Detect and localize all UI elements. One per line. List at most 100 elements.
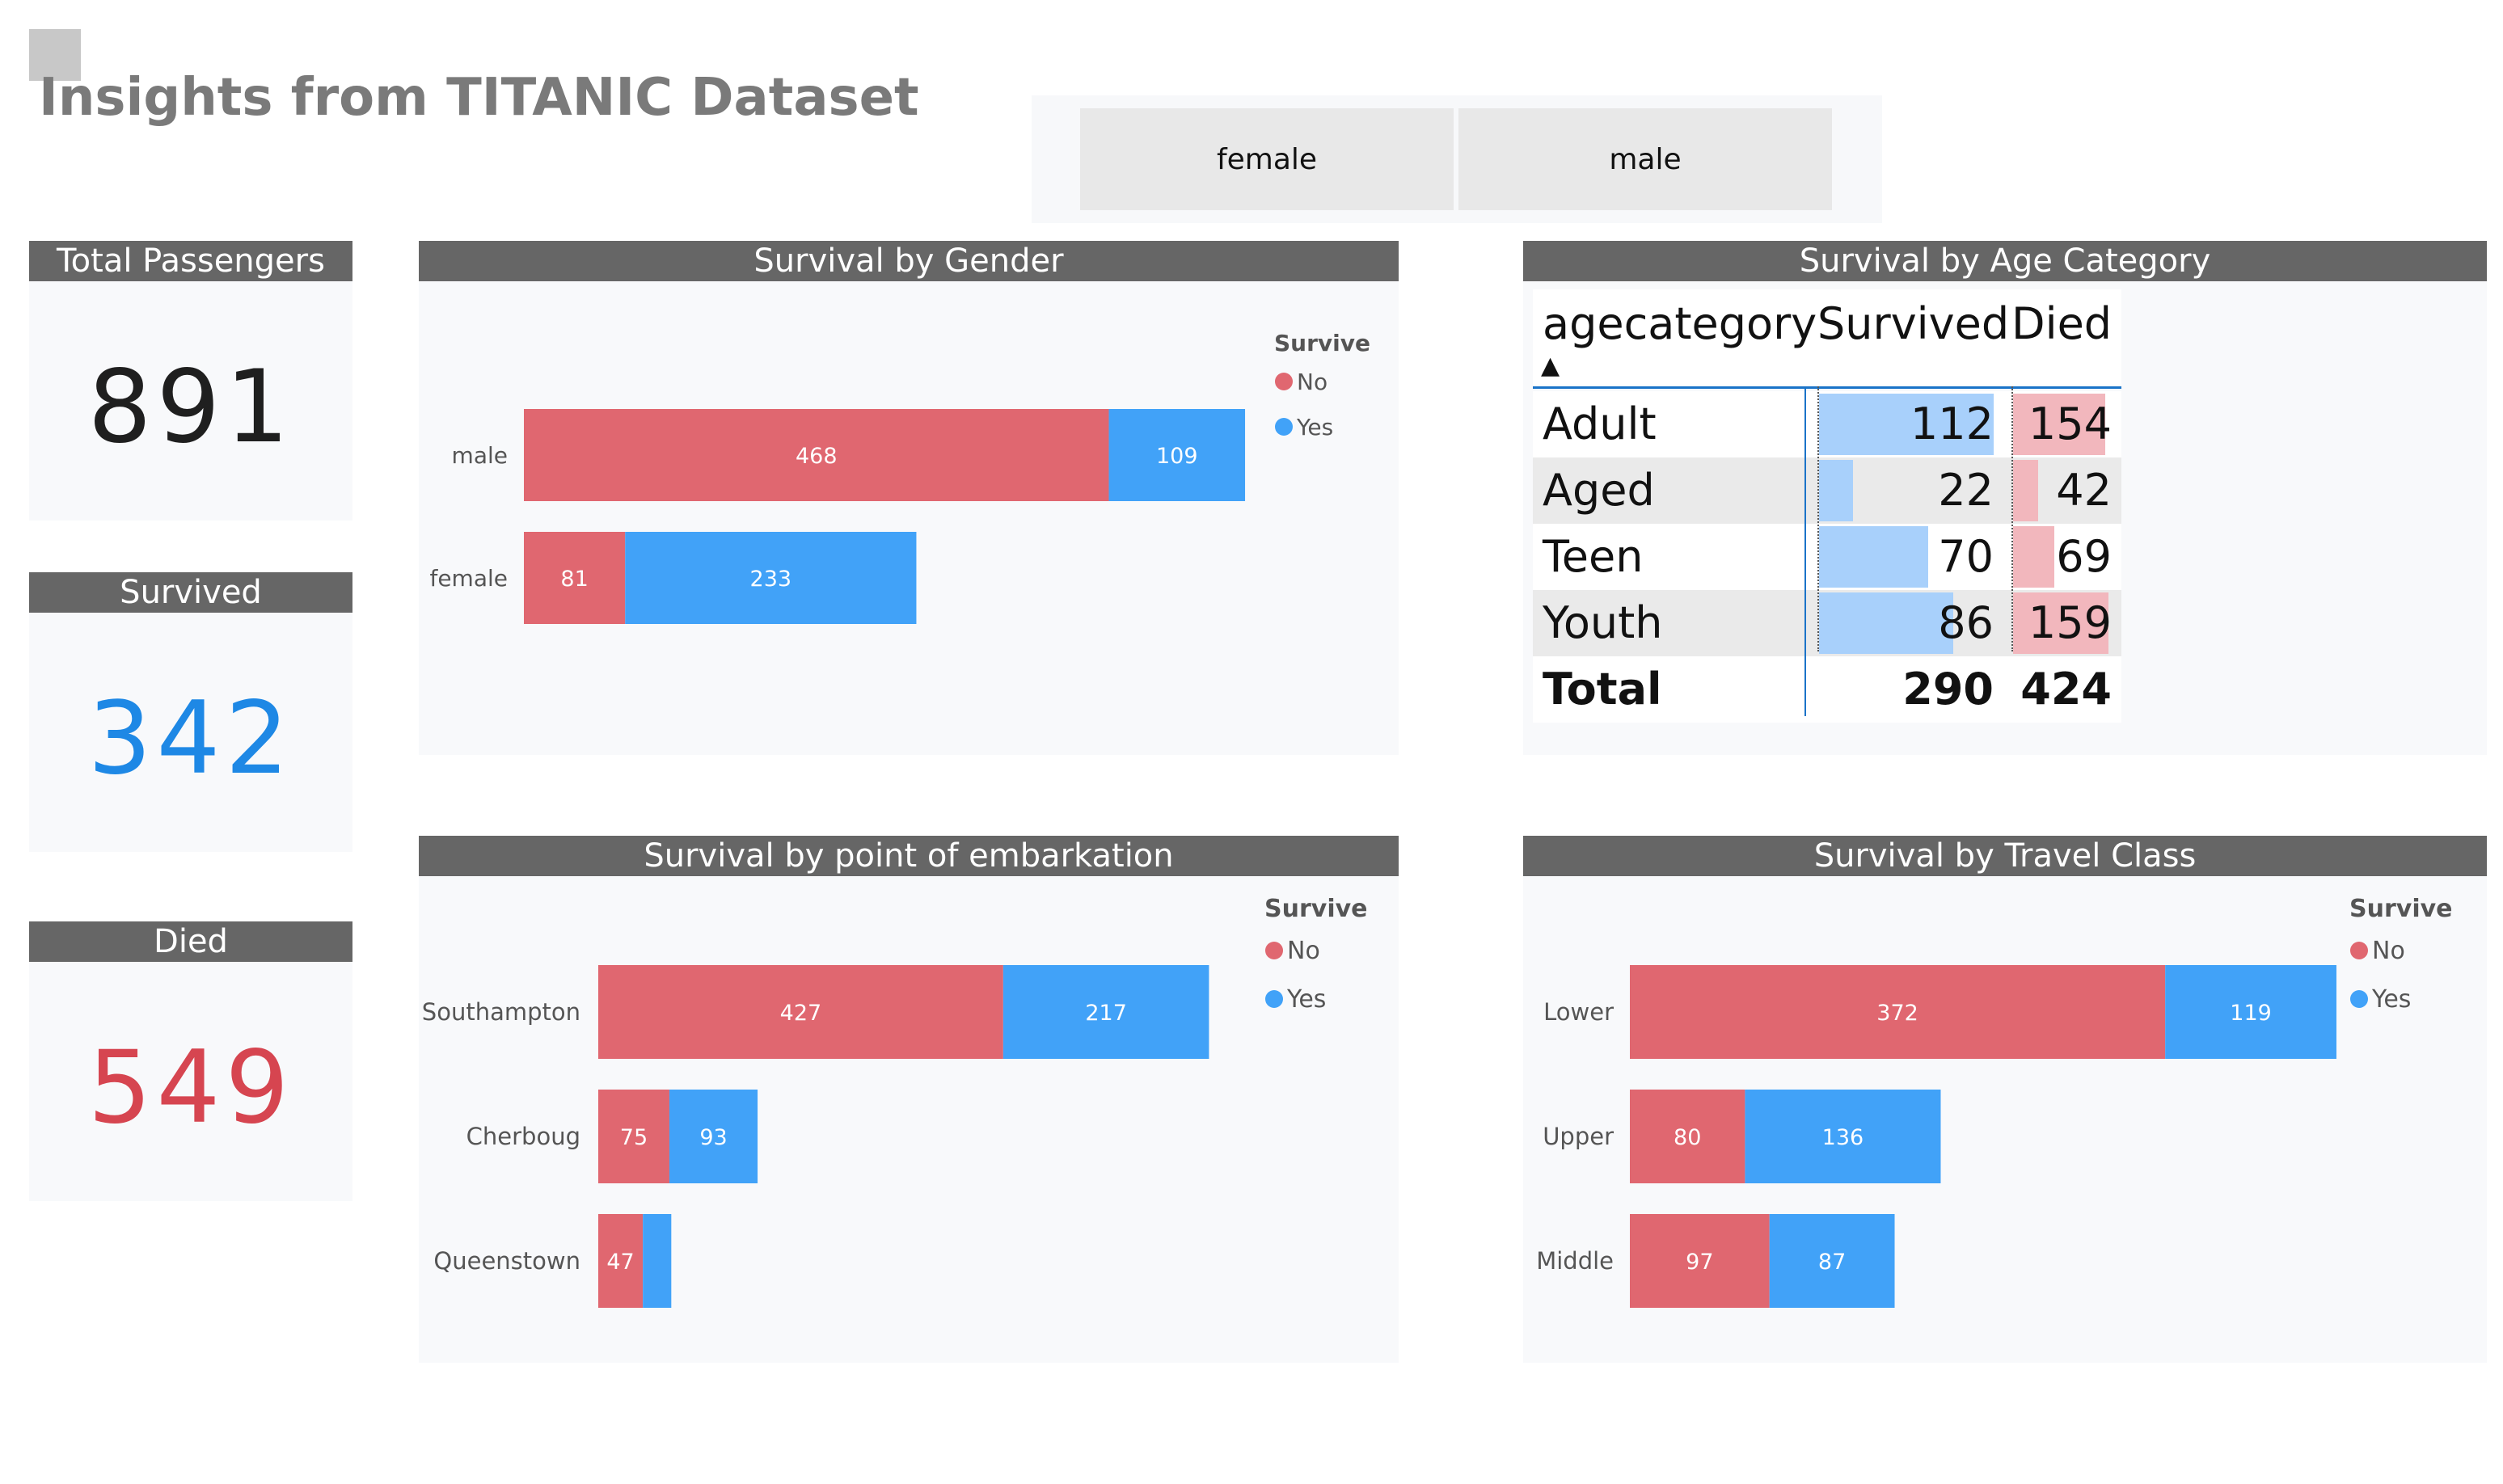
data-label-yes-male: 109 [1156, 444, 1198, 469]
legend-entry-yes[interactable]: Yes [1296, 414, 1333, 441]
died-value-youth: 159 [2028, 597, 2112, 648]
category-label-middle: Middle [1536, 1247, 1614, 1275]
legend-entry-no[interactable]: No [2372, 937, 2405, 965]
total-survived: 290 [1902, 664, 1994, 715]
age-category-adult: Adult [1543, 398, 1657, 449]
data-label-yes-middle: 87 [1818, 1250, 1846, 1275]
data-label-no-upper: 80 [1674, 1125, 1701, 1150]
legend-title: Survive [2349, 895, 2453, 923]
kpi-value-survived: 342 [87, 681, 294, 797]
kpi-value-died: 549 [87, 1030, 294, 1146]
data-label-yes-female: 233 [750, 567, 792, 592]
bar-no-southampton[interactable] [598, 965, 1003, 1059]
bar-no-lower[interactable] [1630, 965, 2166, 1059]
bar-no-queenstown[interactable] [598, 1214, 644, 1308]
bar-yes-queenstown[interactable] [643, 1214, 672, 1308]
gender-chart-panel: Survival by Gender male 468 109 female 81 233… [419, 241, 1399, 755]
bar-yes-middle[interactable] [1769, 1214, 1895, 1308]
died-axis-line [2011, 386, 2013, 651]
bar-no-cherboug[interactable] [598, 1090, 669, 1183]
travel-class-chart-title: Survival by Travel Class [1523, 836, 2487, 876]
slicer-option-female[interactable]: female [1080, 108, 1454, 210]
report-logo-placeholder [29, 29, 81, 81]
legend-swatch-yes [1265, 990, 1283, 1008]
age-table-header [1533, 289, 2121, 385]
kpi-label-total-passengers: Total Passengers [29, 241, 352, 281]
age-table-col-survived[interactable]: Survived [1817, 298, 2010, 349]
data-label-no-female: 81 [560, 567, 588, 592]
bar-yes-cherboug[interactable] [669, 1090, 758, 1183]
bar-yes-female[interactable] [625, 532, 917, 624]
legend-title: Survive [1274, 330, 1370, 356]
survived-databar-teen [1819, 526, 1928, 588]
survived-value-aged: 22 [1938, 465, 1994, 516]
category-label-lower: Lower [1543, 998, 1614, 1026]
bar-no-middle[interactable] [1630, 1214, 1770, 1308]
category-label-male: male [452, 442, 508, 469]
kpi-card-total-passengers: Total Passengers 891 [29, 241, 352, 521]
kpi-card-died: Died 549 [29, 921, 352, 1201]
age-category-youth: Youth [1543, 597, 1663, 648]
age-category-aged: Aged [1543, 465, 1655, 516]
gender-slicer: female male [1032, 95, 1882, 223]
total-died: 424 [2020, 664, 2112, 715]
kpi-card-survived: Survived 342 [29, 572, 352, 852]
category-label-southampton: Southampton [422, 998, 580, 1026]
legend-swatch-yes [1275, 418, 1293, 436]
died-value-teen: 69 [2056, 531, 2112, 582]
bar-yes-upper[interactable] [1745, 1090, 1941, 1183]
bar-yes-male[interactable] [1108, 409, 1246, 501]
legend-entry-yes[interactable]: Yes [2371, 985, 2411, 1014]
data-label-yes-upper: 136 [1822, 1125, 1864, 1150]
bar-no-male[interactable] [524, 409, 1109, 501]
embarkation-chart-title: Survival by point of embarkation [419, 836, 1399, 876]
sort-ascending-icon: ▲ [1541, 352, 1560, 380]
survived-databar-aged [1819, 460, 1854, 521]
age-table-col-category[interactable]: agecategory [1543, 298, 1817, 349]
survived-value-adult: 112 [1910, 398, 1994, 449]
died-databar-youth [2013, 592, 2108, 654]
embarkation-bar-chart: Southampton 427 217 Cherboug 75 93 Queenstown 4… [422, 895, 1368, 1308]
data-label-no-middle: 97 [1686, 1250, 1713, 1275]
survived-value-teen: 70 [1938, 531, 1994, 582]
bar-no-female[interactable] [524, 532, 626, 624]
survived-axis-line [1817, 386, 1819, 651]
bar-no-upper[interactable] [1630, 1090, 1745, 1183]
legend-swatch-no [1265, 942, 1283, 959]
data-label-no-cherboug: 75 [620, 1125, 648, 1150]
embarkation-chart-panel: Survival by point of embarkation Southam… [419, 836, 1399, 1363]
legend-title: Survive [1264, 895, 1368, 923]
category-label-queenstown: Queenstown [433, 1247, 580, 1275]
legend-swatch-yes [2350, 990, 2368, 1008]
died-databar-aged [2013, 460, 2039, 521]
age-category-title: Survival by Age Category [1523, 241, 2487, 281]
column-divider [1804, 386, 1806, 716]
category-label-cherboug: Cherboug [466, 1123, 580, 1150]
gender-chart-title: Survival by Gender [419, 241, 1399, 281]
data-label-yes-lower: 119 [2230, 1001, 2272, 1026]
kpi-value-total-passengers: 891 [87, 349, 294, 466]
legend-swatch-no [2350, 942, 2368, 959]
survived-databar-youth [1819, 592, 1953, 654]
data-label-yes-southampton: 217 [1085, 1001, 1127, 1026]
slicer-option-male[interactable]: male [1458, 108, 1832, 210]
kpi-label-survived: Survived [29, 572, 352, 613]
age-table-col-died[interactable]: Died [2011, 298, 2113, 349]
bar-yes-lower[interactable] [2165, 965, 2336, 1059]
data-label-no-male: 468 [796, 444, 838, 469]
survived-value-youth: 86 [1938, 597, 1994, 648]
died-value-adult: 154 [2028, 398, 2112, 449]
header-divider [1533, 386, 2121, 389]
legend-swatch-no [1275, 373, 1293, 390]
legend-entry-no[interactable]: No [1287, 937, 1320, 965]
legend-entry-yes[interactable]: Yes [1286, 985, 1326, 1014]
legend-entry-no[interactable]: No [1297, 369, 1327, 395]
gender-bar-chart: male 468 109 female 81 233 Survive No Yes [429, 330, 1370, 624]
kpi-label-died: Died [29, 921, 352, 962]
data-label-no-southampton: 427 [780, 1001, 822, 1026]
data-label-yes-cherboug: 93 [699, 1125, 727, 1150]
survived-databar-adult [1819, 394, 1994, 455]
bar-yes-southampton[interactable] [1002, 965, 1209, 1059]
travel-class-chart-panel: Survival by Travel Class Lower 372 119 Uppe… [1523, 836, 2487, 1363]
category-label-upper: Upper [1543, 1123, 1614, 1150]
